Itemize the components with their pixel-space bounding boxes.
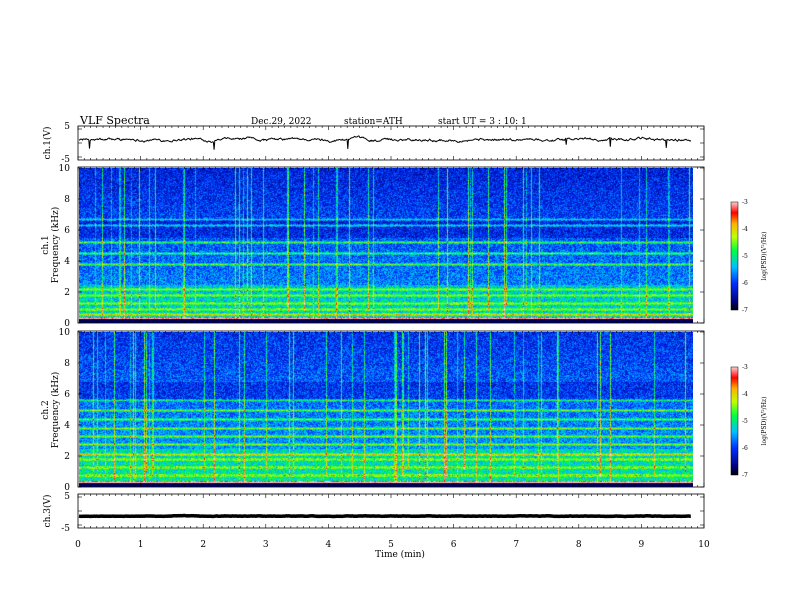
ch2-spectrogram-ylabel-freq: Frequency (kHz)	[50, 372, 61, 449]
ch1-spectrogram-ylabel-freq: Frequency (kHz)	[50, 207, 61, 284]
ch2-colorbar-tick: -3	[742, 364, 748, 371]
ch1-colorbar-tick: -4	[742, 226, 748, 233]
x-tick-label: 9	[639, 540, 645, 550]
freq-tick-label: 2	[64, 452, 70, 462]
ch1-waveform-ylabel: ch.1(V)	[42, 127, 53, 160]
x-tick-label: 2	[200, 540, 206, 550]
header-date: Dec.29, 2022	[251, 117, 312, 127]
ch2-spectrogram-ticks: 0 2 4 6 8 10	[59, 328, 705, 493]
x-tick-label: 8	[576, 540, 582, 550]
x-axis-tick-labels: 0 1 2 3 4 5 6 7 8 9 10	[75, 540, 710, 550]
ch3-waveform-panel: 5 -5 ch.3(V)	[42, 492, 705, 534]
freq-tick-label: 6	[64, 390, 70, 400]
ch3-ytick-bottom: -5	[61, 524, 70, 534]
ch2-spectrogram-ylabel-ch: ch.2	[41, 400, 51, 419]
freq-tick-label: 0	[64, 483, 70, 493]
ch1-spectrogram-image	[79, 168, 693, 323]
ch1-spectrogram-panel: 0 2 4 6 8 10 ch.1 Frequency (kHz) -3 -4 -5 -6…	[41, 164, 768, 329]
ch3-ytick-top: 5	[64, 492, 70, 502]
freq-tick-label: 2	[64, 288, 70, 298]
ch1-spectrogram-ylabel-ch: ch.1	[41, 235, 51, 254]
ch1-waveform-panel: 5 -5 ch.1(V)	[42, 122, 705, 165]
ch2-colorbar-label: log(PSD)(V²/Hz)	[761, 397, 768, 446]
ch2-colorbar-tick: -7	[742, 472, 748, 479]
ch2-colorbar-tick: -4	[742, 391, 748, 398]
freq-tick-label: 10	[59, 328, 71, 338]
x-tick-label: 1	[138, 540, 144, 550]
freq-tick-label: 8	[64, 359, 70, 369]
header-station: station=ATH	[344, 117, 403, 127]
x-tick-label: 0	[75, 540, 81, 550]
freq-tick-label: 4	[64, 257, 70, 267]
freq-tick-label: 0	[64, 319, 70, 329]
x-axis-label: Time (min)	[375, 549, 425, 560]
ch1-ytick-bottom: -5	[61, 155, 70, 165]
ch3-waveform-line	[78, 513, 691, 519]
x-tick-label: 4	[326, 540, 332, 550]
ch1-colorbar	[730, 201, 739, 311]
ch1-colorbar-tick: -5	[742, 253, 748, 260]
ch2-colorbar-tick: -6	[742, 445, 748, 452]
x-tick-label: 10	[698, 540, 710, 550]
ch3-waveform-ticks	[77, 494, 705, 528]
x-tick-label: 3	[263, 540, 269, 550]
header-start-ut: start UT = 3 : 10: 1	[438, 117, 527, 127]
x-tick-label: 6	[451, 540, 457, 550]
freq-tick-label: 10	[59, 164, 71, 174]
x-tick-label: 5	[388, 540, 394, 550]
ch1-colorbar-label: log(PSD)(V²/Hz)	[761, 232, 768, 281]
freq-tick-label: 4	[64, 421, 70, 431]
freq-tick-label: 8	[64, 195, 70, 205]
ch2-spectrogram-image	[79, 332, 693, 487]
figure-title: VLF Spectra	[79, 114, 150, 127]
ch1-colorbar-tick: -7	[742, 307, 748, 314]
freq-tick-label: 6	[64, 226, 70, 236]
ch1-colorbar-tick: -6	[742, 280, 748, 287]
ch2-colorbar-tick: -5	[742, 418, 748, 425]
ch1-spectrogram-ticks: 0 2 4 6 8 10	[59, 164, 705, 329]
ch3-waveform-frame	[77, 493, 705, 529]
ch2-colorbar	[730, 366, 739, 476]
x-tick-label: 7	[513, 540, 519, 550]
ch2-spectrogram-panel: 0 2 4 6 8 10 ch.2 Frequency (kHz) -3 -4 -5 -6…	[41, 328, 768, 493]
ch1-waveform-frame	[77, 125, 705, 161]
ch1-colorbar-tick: -3	[742, 199, 748, 206]
ch1-waveform-line	[78, 135, 692, 150]
ch1-waveform-ticks	[77, 126, 705, 160]
ch3-waveform-ylabel: ch.3(V)	[42, 495, 53, 528]
ch1-ytick-top: 5	[64, 122, 70, 132]
